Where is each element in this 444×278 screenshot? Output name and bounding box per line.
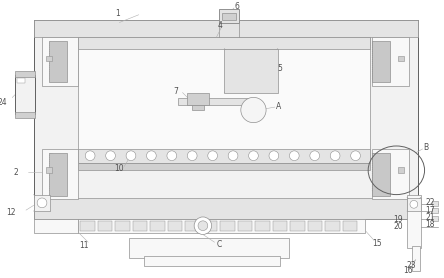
Bar: [222, 13, 236, 20]
Bar: [325, 221, 340, 230]
Bar: [432, 208, 438, 213]
Bar: [49, 153, 67, 195]
Bar: [372, 153, 389, 195]
Circle shape: [85, 151, 95, 161]
Bar: [133, 221, 147, 230]
Circle shape: [126, 151, 136, 161]
Text: 11: 11: [79, 241, 89, 250]
Circle shape: [289, 151, 299, 161]
Circle shape: [330, 151, 340, 161]
Bar: [219, 9, 239, 24]
Circle shape: [167, 151, 177, 161]
Text: 6: 6: [234, 3, 239, 11]
Circle shape: [228, 151, 238, 161]
Bar: [372, 37, 409, 86]
Circle shape: [187, 151, 197, 161]
Bar: [407, 197, 420, 211]
Text: 22: 22: [425, 198, 435, 207]
Bar: [255, 221, 270, 230]
Circle shape: [106, 151, 115, 161]
Bar: [115, 221, 130, 230]
Bar: [224, 49, 278, 93]
Bar: [17, 78, 25, 83]
Text: 20: 20: [393, 222, 403, 231]
Text: 16: 16: [403, 266, 413, 275]
Bar: [15, 112, 35, 118]
Circle shape: [198, 221, 208, 230]
Circle shape: [194, 217, 212, 234]
Bar: [34, 197, 418, 219]
Bar: [34, 20, 418, 37]
Circle shape: [410, 200, 418, 208]
Bar: [143, 256, 280, 265]
Text: 18: 18: [425, 220, 435, 229]
Bar: [372, 41, 389, 82]
Bar: [79, 37, 370, 49]
Bar: [398, 56, 404, 61]
Bar: [273, 221, 287, 230]
Text: 15: 15: [372, 239, 382, 248]
Bar: [79, 163, 370, 170]
Bar: [238, 221, 253, 230]
Bar: [46, 56, 52, 61]
Bar: [80, 221, 95, 230]
Bar: [398, 167, 404, 173]
Bar: [34, 20, 418, 219]
Bar: [412, 246, 420, 271]
Text: 12: 12: [6, 208, 15, 217]
Circle shape: [241, 97, 266, 123]
Text: 2: 2: [14, 168, 19, 177]
Text: B: B: [424, 143, 429, 152]
Circle shape: [147, 151, 156, 161]
Bar: [187, 93, 209, 105]
Circle shape: [37, 198, 47, 208]
Bar: [432, 216, 438, 221]
Bar: [308, 221, 322, 230]
Bar: [178, 98, 255, 105]
Bar: [79, 149, 370, 163]
Circle shape: [310, 151, 320, 161]
Circle shape: [269, 151, 279, 161]
Bar: [46, 167, 52, 173]
Bar: [79, 219, 365, 232]
Bar: [151, 221, 165, 230]
Bar: [34, 219, 79, 232]
Text: 5: 5: [278, 64, 283, 73]
Bar: [407, 195, 420, 248]
Bar: [15, 71, 35, 77]
Bar: [34, 195, 50, 211]
Bar: [49, 41, 67, 82]
Text: 1: 1: [115, 9, 120, 18]
Bar: [15, 75, 35, 114]
Bar: [290, 221, 305, 230]
Text: 4: 4: [218, 21, 223, 30]
Bar: [42, 37, 79, 86]
Circle shape: [249, 151, 258, 161]
Bar: [42, 149, 79, 199]
Text: 23: 23: [406, 261, 416, 270]
Bar: [192, 105, 204, 110]
Text: 24: 24: [0, 98, 8, 107]
Bar: [79, 37, 370, 163]
Bar: [186, 221, 200, 230]
Circle shape: [351, 151, 361, 161]
Bar: [129, 238, 289, 258]
Bar: [343, 221, 357, 230]
Bar: [432, 201, 438, 206]
Text: 7: 7: [173, 87, 178, 96]
Bar: [372, 149, 409, 199]
Circle shape: [208, 151, 218, 161]
Text: 17: 17: [425, 206, 435, 215]
Text: 10: 10: [115, 164, 124, 173]
Bar: [98, 221, 112, 230]
Text: 21: 21: [425, 214, 435, 222]
Bar: [220, 221, 235, 230]
Text: C: C: [217, 240, 222, 249]
Text: A: A: [276, 102, 281, 111]
Text: 19: 19: [393, 215, 403, 224]
Bar: [168, 221, 182, 230]
Bar: [203, 221, 218, 230]
